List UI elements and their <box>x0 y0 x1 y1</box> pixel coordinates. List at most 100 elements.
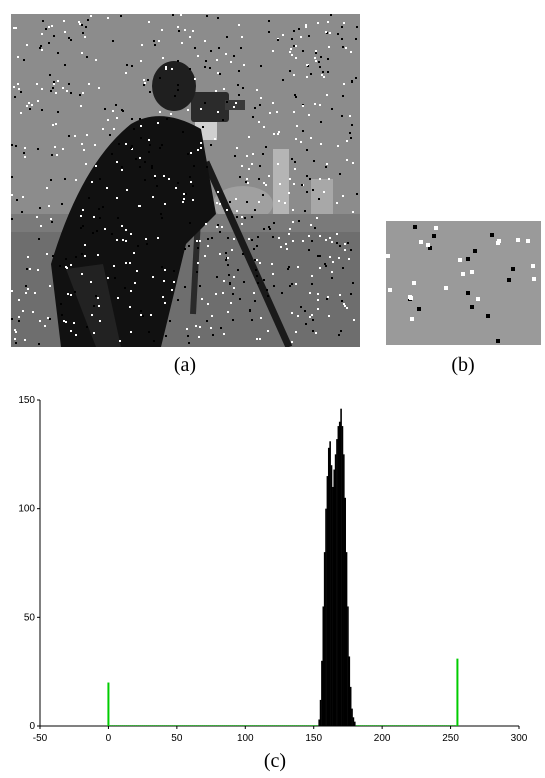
noise-pixel <box>235 102 237 104</box>
noise-pixel <box>419 240 423 244</box>
noise-pixel <box>200 108 202 110</box>
noise-pixel <box>171 289 173 291</box>
noise-pixel <box>85 163 87 165</box>
noise-pixel <box>242 87 244 89</box>
noise-pixel <box>296 125 298 127</box>
noise-pixel <box>165 66 167 68</box>
noise-pixel <box>232 293 234 295</box>
noise-pixel <box>189 222 191 224</box>
noise-pixel <box>311 283 313 285</box>
noise-pixel <box>292 209 294 211</box>
noise-pixel <box>223 88 225 90</box>
noise-pixel <box>262 153 264 155</box>
noise-pixel <box>486 314 490 318</box>
noise-pixel <box>254 259 256 261</box>
noise-pixel <box>40 225 42 227</box>
noise-pixel <box>131 65 133 67</box>
noise-pixel <box>200 147 202 149</box>
noise-pixel <box>68 83 70 85</box>
noise-pixel <box>260 65 262 67</box>
noise-pixel <box>329 32 331 34</box>
noise-pixel <box>53 83 55 85</box>
histogram-bar <box>340 408 342 726</box>
noise-pixel <box>256 245 258 247</box>
noise-pixel <box>330 14 332 16</box>
noise-pixel <box>164 203 166 205</box>
noise-pixel <box>99 178 101 180</box>
noise-pixel <box>273 133 275 135</box>
noise-pixel <box>289 178 291 180</box>
noise-pixel <box>29 108 31 110</box>
noise-pixel <box>143 84 145 86</box>
noise-pixel <box>38 343 40 345</box>
noise-pixel <box>286 248 288 250</box>
noise-pixel <box>388 288 392 292</box>
noise-pixel <box>291 158 293 160</box>
noise-pixel <box>61 314 63 316</box>
noise-pixel <box>187 109 189 111</box>
noise-pixel <box>276 111 278 113</box>
noise-pixel <box>461 272 465 276</box>
noise-pixel <box>159 111 161 113</box>
noise-pixel <box>256 275 258 277</box>
noise-pixel <box>63 320 65 322</box>
noise-pixel <box>113 128 115 130</box>
noise-pixel <box>219 253 221 255</box>
noise-pixel <box>290 48 292 50</box>
noise-pixel <box>304 310 306 312</box>
noise-pixel <box>140 125 142 127</box>
salt-pepper-noise-b <box>386 225 536 343</box>
histogram-bar <box>344 497 346 726</box>
noise-pixel <box>302 240 304 242</box>
noise-pixel <box>37 100 39 102</box>
noise-pixel <box>14 96 16 98</box>
noise-pixel <box>15 27 17 29</box>
noise-pixel <box>57 80 59 82</box>
noise-pixel <box>356 193 358 195</box>
noise-pixel <box>15 331 17 333</box>
noise-pixel <box>187 153 189 155</box>
noise-pixel <box>98 305 100 307</box>
caption-c: (c) <box>263 750 287 772</box>
noise-pixel <box>342 195 344 197</box>
noise-pixel <box>341 115 343 117</box>
noise-pixel <box>49 74 51 76</box>
histogram-bar <box>336 439 338 726</box>
noise-pixel <box>466 257 470 261</box>
noise-pixel <box>41 49 43 51</box>
noise-pixel <box>417 307 421 311</box>
noise-pixel <box>295 45 297 47</box>
noise-pixel <box>189 68 191 70</box>
noise-pixel <box>325 31 327 33</box>
noise-pixel <box>144 179 146 181</box>
noise-pixel <box>205 223 207 225</box>
man-head <box>152 61 196 111</box>
noise-pixel <box>331 271 333 273</box>
noise-pixel <box>119 340 121 342</box>
noise-pixel <box>88 197 90 199</box>
noise-pixel <box>329 237 331 239</box>
noise-pixel <box>56 154 58 156</box>
x-tick-label: 200 <box>374 733 391 744</box>
noise-pixel <box>346 140 348 142</box>
noise-pixel <box>233 276 235 278</box>
noise-pixel <box>197 247 199 249</box>
noise-pixel <box>147 79 149 81</box>
noise-pixel <box>84 255 86 257</box>
noise-pixel <box>325 239 327 241</box>
noise-pixel <box>291 54 293 56</box>
noise-pixel <box>157 122 159 124</box>
noise-pixel <box>186 328 188 330</box>
noise-pixel <box>217 17 219 19</box>
noise-pixel <box>81 24 83 26</box>
noise-pixel <box>227 264 229 266</box>
noise-pixel <box>57 111 59 113</box>
noise-pixel <box>187 335 189 337</box>
noise-pixel <box>280 246 282 248</box>
noise-pixel <box>122 110 124 112</box>
histogram-bars <box>107 408 459 726</box>
noise-pixel <box>53 35 55 37</box>
noise-pixel <box>317 299 319 301</box>
noise-pixel <box>190 152 192 154</box>
